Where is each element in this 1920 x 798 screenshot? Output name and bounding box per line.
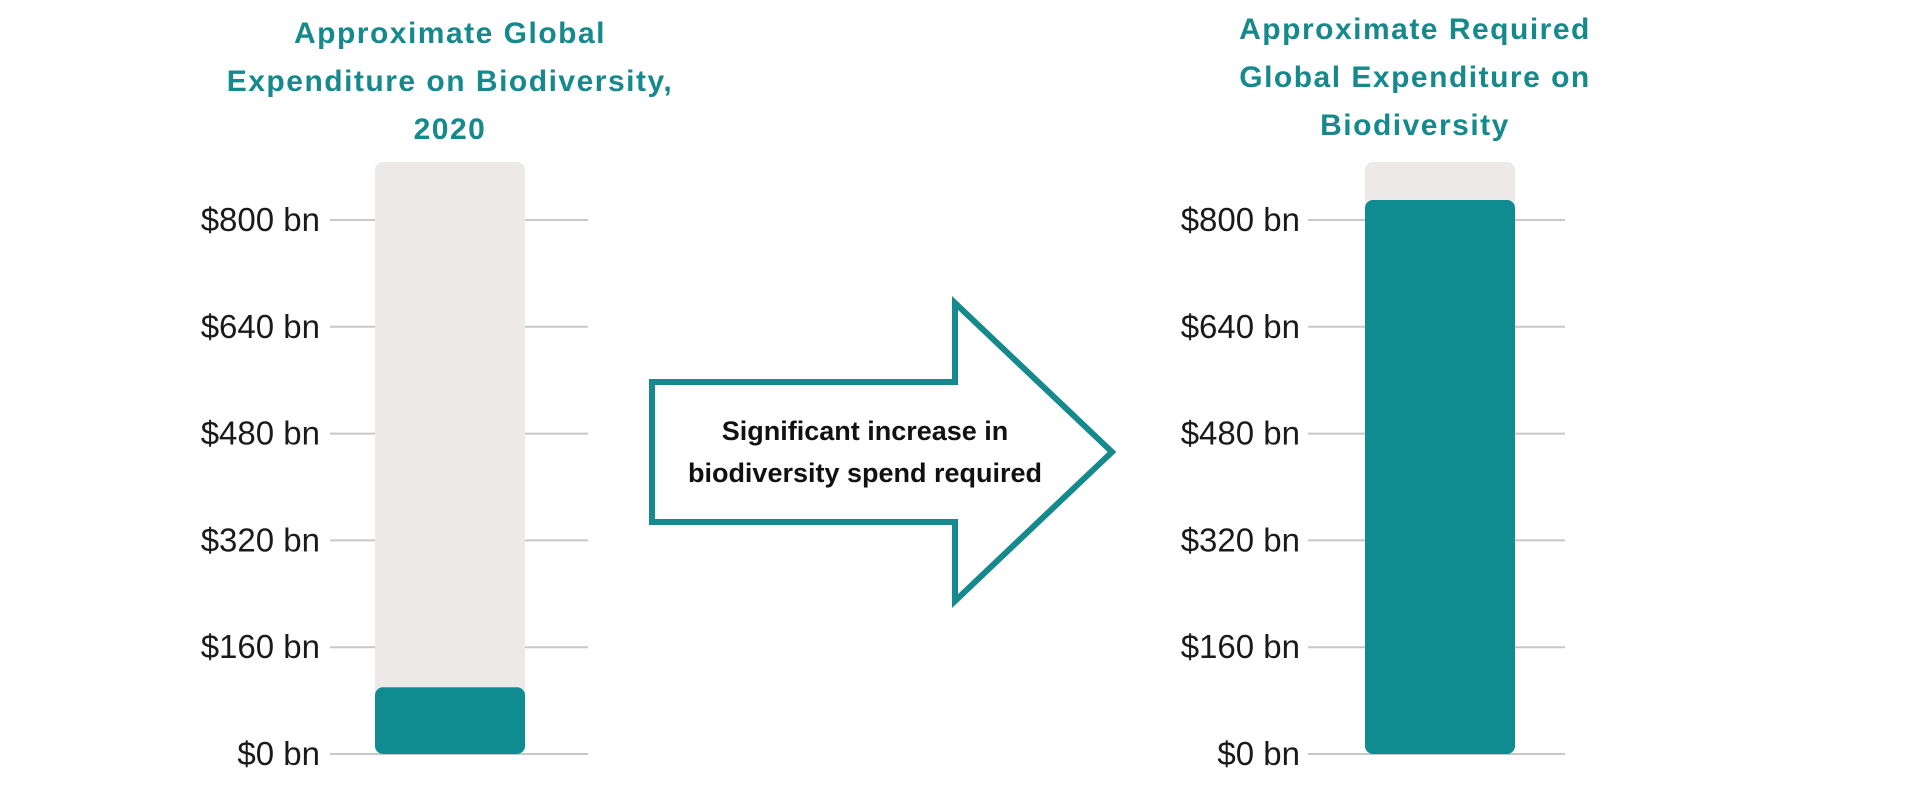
right-y-tick-label: $160 bn [1181, 628, 1300, 665]
right-chart-title-line-1: Approximate Required [1239, 13, 1591, 46]
arrow-label-line-2: biodiversity spend required [687, 458, 1043, 488]
right-chart-title-line-3: Biodiversity [1320, 109, 1510, 142]
left-y-tick-label: $480 bn [201, 415, 320, 452]
left-y-tick-label: $0 bn [237, 735, 320, 772]
right-y-tick-label: $0 bn [1217, 735, 1300, 772]
right-chart-title-line-2: Global Expenditure on [1239, 61, 1591, 94]
right-y-tick-label: $800 bn [1181, 201, 1300, 238]
left-bar-chart: $0 bn $160 bn $320 bn $480 bn $640 bn $800 bn [201, 162, 588, 772]
right-arrow-icon [649, 296, 1117, 608]
left-chart-title-line-2: Expenditure on Biodiversity, [226, 65, 674, 98]
left-chart-title: Approximate Global Expenditure on Biodiv… [190, 10, 710, 154]
right-y-tick-label: $320 bn [1181, 521, 1300, 558]
left-bar-track [375, 162, 525, 754]
left-y-tick-label: $320 bn [201, 521, 320, 558]
left-chart-title-line-3: 2020 [413, 113, 487, 146]
right-chart-title: Approximate Required Global Expenditure … [1155, 6, 1675, 150]
left-y-tick-label: $160 bn [201, 628, 320, 665]
arrow-label: Significant increase in biodiversity spe… [650, 410, 1080, 494]
right-bar-chart: $0 bn $160 bn $320 bn $480 bn $640 bn $800 bn [1181, 162, 1565, 772]
right-y-tick-label: $640 bn [1181, 308, 1300, 345]
right-y-tick-label: $480 bn [1181, 415, 1300, 452]
right-bar [1365, 199, 1515, 755]
left-chart-title-line-1: Approximate Global [293, 17, 607, 50]
left-y-tick-label: $800 bn [201, 201, 320, 238]
left-y-tick-label: $640 bn [201, 308, 320, 345]
arrow-label-line-1: Significant increase in [721, 416, 1009, 446]
left-bar [375, 687, 525, 754]
